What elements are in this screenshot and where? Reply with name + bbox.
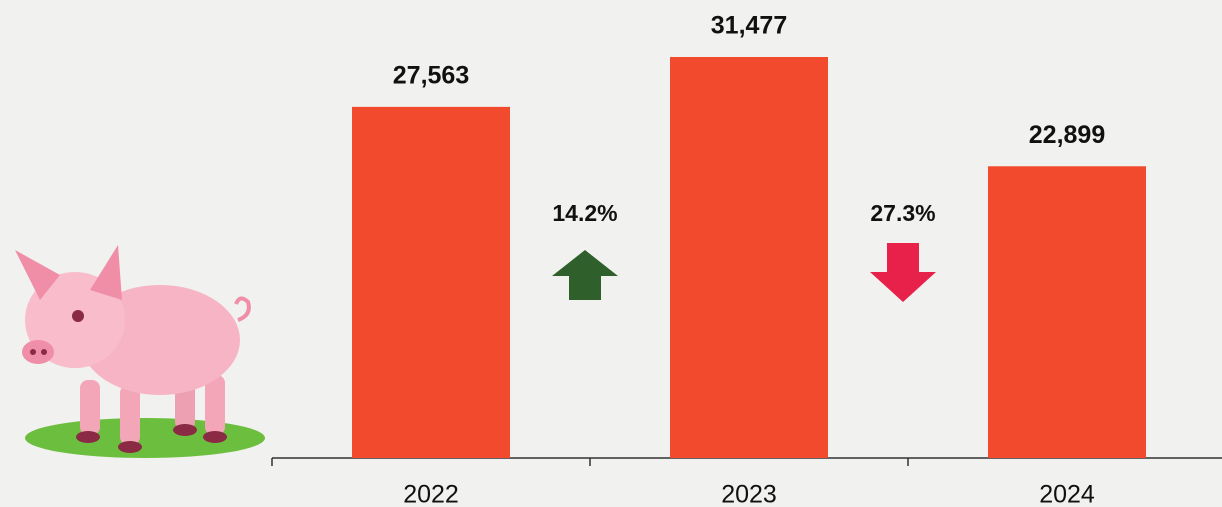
bar — [988, 166, 1146, 458]
x-tick-label: 2022 — [403, 481, 459, 507]
value-label: 31,477 — [711, 12, 787, 40]
bar — [352, 106, 510, 459]
bar — [670, 57, 828, 458]
x-tick-label: 2024 — [1039, 481, 1095, 507]
change-arrow — [552, 250, 618, 300]
x-tick-label: 2023 — [721, 481, 777, 507]
change-label: 14.2% — [552, 200, 617, 226]
change-arrow — [870, 243, 936, 302]
pig-illustration — [15, 245, 265, 458]
value-label: 27,563 — [393, 61, 469, 89]
value-label: 22,899 — [1029, 121, 1105, 149]
change-label: 27.3% — [870, 200, 935, 226]
